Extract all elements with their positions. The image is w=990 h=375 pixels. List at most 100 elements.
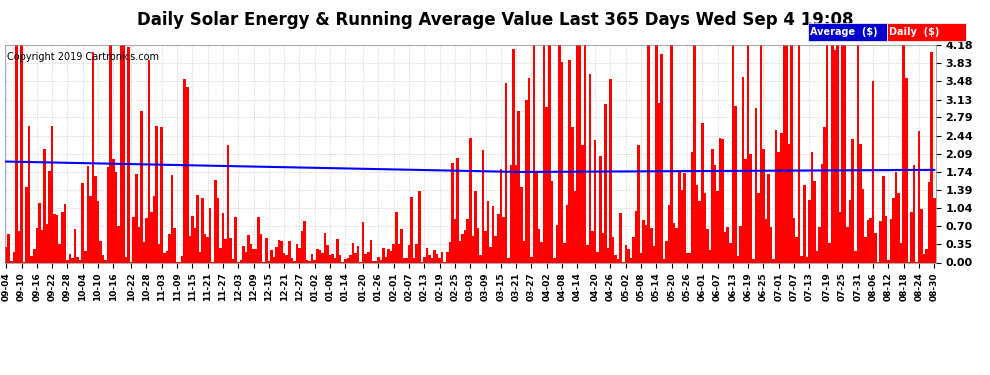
- Bar: [854, 251, 856, 262]
- Bar: [464, 230, 466, 262]
- Bar: [497, 214, 500, 262]
- Bar: [267, 261, 270, 262]
- Bar: [367, 252, 369, 262]
- Bar: [879, 221, 882, 262]
- Bar: [848, 200, 851, 262]
- Bar: [395, 212, 398, 262]
- Bar: [345, 259, 346, 262]
- Bar: [133, 217, 135, 262]
- Bar: [824, 128, 826, 262]
- Bar: [290, 258, 293, 262]
- Bar: [801, 256, 803, 262]
- Bar: [224, 238, 227, 262]
- Bar: [709, 251, 711, 262]
- Bar: [767, 174, 770, 262]
- Bar: [609, 79, 612, 262]
- Bar: [717, 191, 719, 262]
- Bar: [102, 255, 104, 262]
- Bar: [265, 237, 267, 262]
- Bar: [568, 60, 571, 262]
- Bar: [652, 246, 655, 262]
- Bar: [510, 165, 512, 262]
- Bar: [448, 242, 451, 262]
- Bar: [688, 253, 691, 262]
- Bar: [354, 252, 356, 262]
- Bar: [120, 45, 122, 262]
- Bar: [227, 146, 230, 262]
- Bar: [461, 234, 464, 262]
- Bar: [15, 45, 18, 262]
- Bar: [591, 231, 594, 262]
- Bar: [926, 249, 928, 262]
- Bar: [500, 168, 502, 262]
- Bar: [418, 191, 421, 262]
- Bar: [638, 145, 640, 262]
- Bar: [135, 174, 138, 262]
- Bar: [843, 45, 846, 262]
- Bar: [759, 45, 762, 262]
- Bar: [543, 45, 545, 262]
- Bar: [214, 180, 217, 262]
- Bar: [257, 217, 260, 262]
- Bar: [243, 246, 245, 262]
- Bar: [364, 254, 367, 262]
- Bar: [553, 258, 555, 262]
- Bar: [275, 246, 278, 262]
- Bar: [834, 50, 837, 262]
- Bar: [405, 258, 408, 262]
- Bar: [36, 228, 38, 262]
- Bar: [662, 260, 665, 262]
- Bar: [520, 188, 523, 262]
- Bar: [466, 219, 469, 262]
- Bar: [683, 173, 686, 262]
- Bar: [20, 45, 23, 262]
- Bar: [918, 131, 921, 262]
- Bar: [306, 260, 308, 262]
- Bar: [813, 181, 816, 262]
- Bar: [780, 133, 782, 262]
- Bar: [235, 217, 237, 262]
- Bar: [650, 228, 652, 262]
- Bar: [921, 209, 923, 262]
- Bar: [86, 166, 89, 262]
- Bar: [369, 240, 372, 262]
- Bar: [84, 251, 86, 262]
- Bar: [188, 236, 191, 262]
- Text: Daily Solar Energy & Running Average Value Last 365 Days Wed Sep 4 19:08: Daily Solar Energy & Running Average Val…: [137, 11, 853, 29]
- Bar: [525, 100, 528, 262]
- Bar: [58, 244, 61, 262]
- Bar: [278, 240, 280, 262]
- Bar: [856, 45, 859, 262]
- Bar: [657, 104, 660, 262]
- Bar: [670, 45, 673, 262]
- Bar: [458, 241, 461, 262]
- Bar: [798, 45, 801, 262]
- Bar: [18, 231, 20, 262]
- Bar: [492, 206, 494, 262]
- Bar: [158, 243, 160, 262]
- Bar: [617, 259, 620, 262]
- Bar: [640, 253, 643, 262]
- Bar: [615, 255, 617, 262]
- Bar: [859, 144, 861, 262]
- Bar: [112, 159, 115, 262]
- Bar: [752, 259, 754, 262]
- Bar: [431, 258, 434, 262]
- Bar: [380, 260, 382, 262]
- Bar: [735, 106, 737, 262]
- Bar: [874, 233, 877, 262]
- Bar: [296, 244, 298, 262]
- Bar: [285, 255, 288, 262]
- Bar: [742, 77, 744, 262]
- Bar: [476, 228, 479, 262]
- Bar: [194, 228, 196, 262]
- Bar: [851, 140, 854, 262]
- Bar: [576, 45, 578, 262]
- Bar: [74, 229, 76, 262]
- Bar: [545, 107, 548, 262]
- Bar: [66, 260, 68, 262]
- Bar: [436, 254, 439, 262]
- Bar: [28, 126, 31, 262]
- Bar: [531, 257, 533, 262]
- Bar: [10, 261, 13, 262]
